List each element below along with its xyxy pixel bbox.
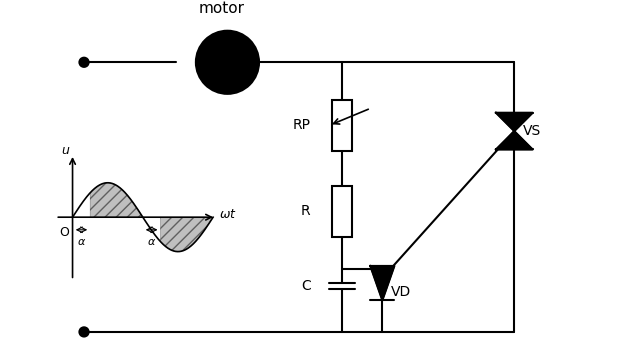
Text: $\omega t$: $\omega t$ [219,208,236,221]
Polygon shape [496,113,533,131]
Text: $\alpha$: $\alpha$ [147,237,156,247]
Circle shape [80,327,88,337]
Circle shape [196,31,259,94]
Text: motor: motor [199,1,245,16]
Text: C: C [301,279,310,293]
Polygon shape [371,266,394,300]
Text: O: O [59,226,69,239]
Text: M: M [218,53,236,71]
Text: $\alpha$: $\alpha$ [76,237,86,247]
Bar [332,186,352,237]
Text: VD: VD [391,285,411,299]
Text: R: R [301,205,310,218]
Bar [332,100,352,151]
Circle shape [80,58,88,67]
Polygon shape [496,131,533,150]
Text: u: u [61,144,70,157]
Text: RP: RP [293,118,310,132]
Text: VS: VS [523,124,541,138]
